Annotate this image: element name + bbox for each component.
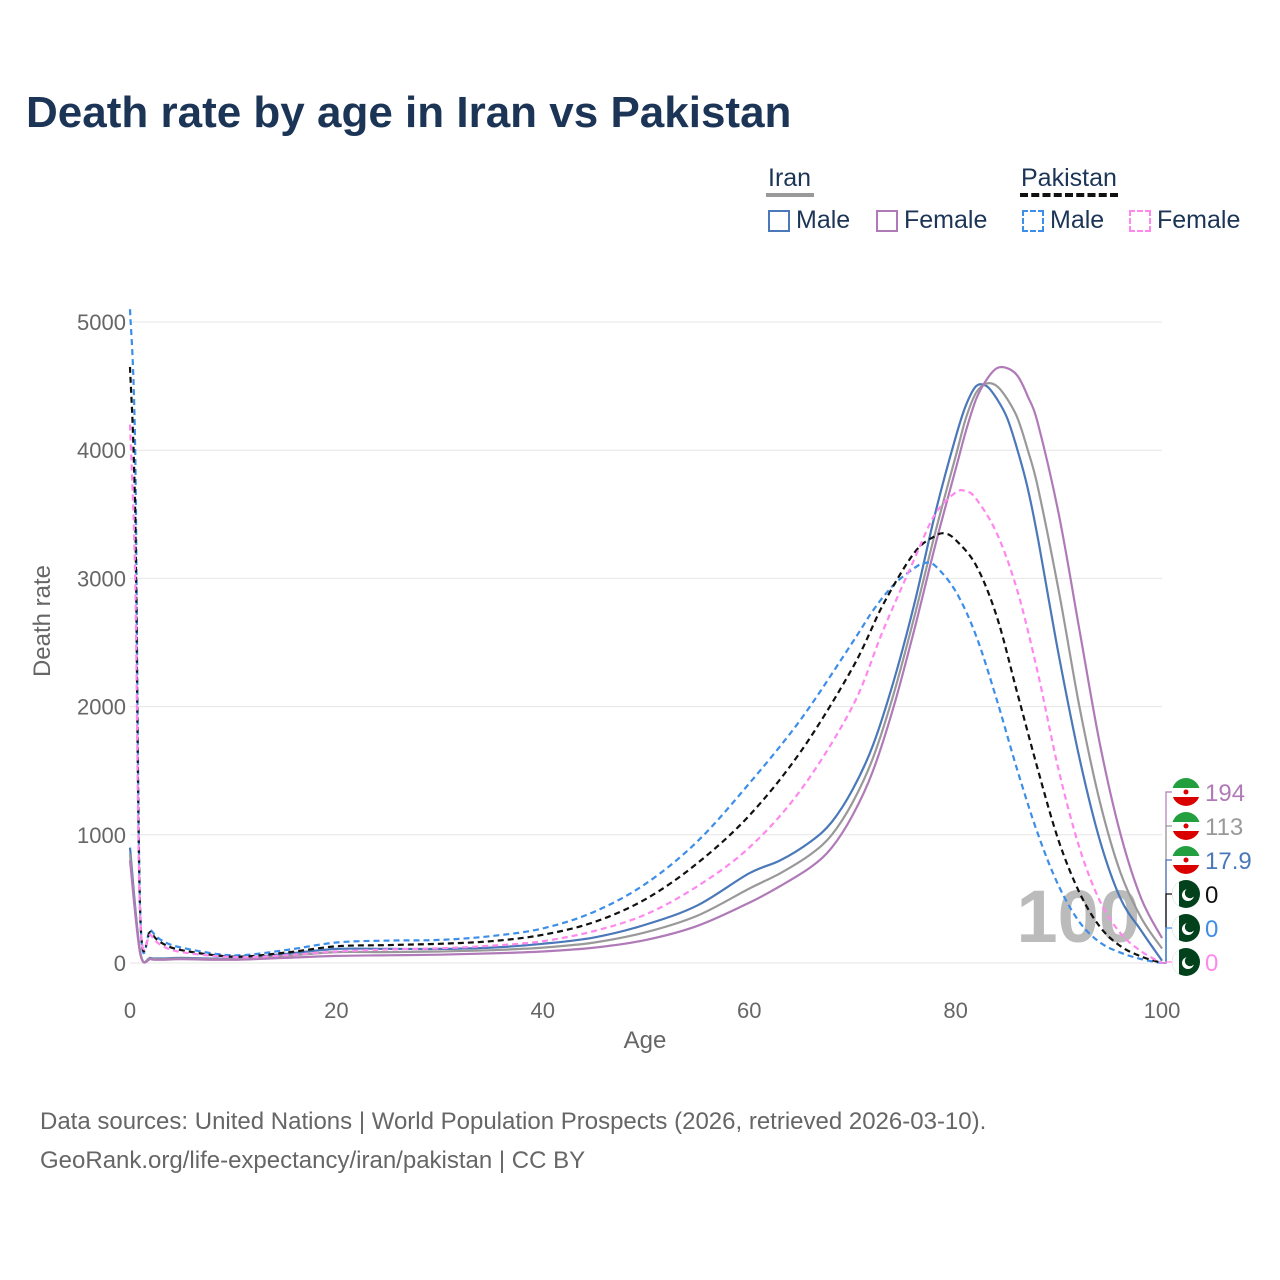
axes: 0 1000 2000 3000 4000 5000 0 20 40 60 80 100 <box>77 310 1180 1023</box>
y-tick-label: 5000 <box>77 310 126 335</box>
legend-label: Male <box>1050 206 1105 234</box>
legend-label: Female <box>904 206 988 234</box>
series-line-iran-male[interactable] <box>128 383 1163 964</box>
y-tick-label: 3000 <box>77 566 126 591</box>
x-tick-label: 100 <box>1144 998 1181 1023</box>
series-lines <box>128 309 1163 965</box>
legend-group-pakistan[interactable]: Pakistan <box>1021 164 1117 192</box>
x-tick-label: 0 <box>124 998 136 1023</box>
line-chart: 0 1000 2000 3000 4000 5000 0 20 40 60 80 100 100 19… <box>29 309 1252 1054</box>
source-line-2[interactable]: GeoRank.org/life-expectancy/iran/pakista… <box>40 1147 586 1174</box>
end-label-value: 0 <box>1205 950 1218 977</box>
y-tick-label: 2000 <box>77 695 126 720</box>
pakistan-flag-icon <box>1172 914 1200 942</box>
legend-swatch-pakistan-female <box>1129 209 1151 232</box>
end-label-value: 0 <box>1205 916 1218 943</box>
x-tick-label: 80 <box>943 998 967 1023</box>
legend-pakistan-line <box>1020 193 1118 197</box>
series-line-iran-female[interactable] <box>128 365 1163 964</box>
end-label-value: 113 <box>1205 814 1243 841</box>
y-axis-label: Death rate <box>29 565 56 677</box>
iran-flag-icon <box>1172 812 1200 840</box>
legend-swatch-iran-male <box>768 209 790 232</box>
x-axis-label: Age <box>624 1027 667 1054</box>
series-line-pakistan-female[interactable] <box>128 424 1163 964</box>
series-line-pakistan-total[interactable] <box>128 366 1163 965</box>
legend-label: Male <box>796 206 851 234</box>
legend-label: Female <box>1157 206 1241 234</box>
legend-swatch-pakistan-male <box>1022 209 1044 232</box>
legend-item-iran-male[interactable]: Male <box>768 206 850 235</box>
series-line-pakistan-male[interactable] <box>128 309 1163 965</box>
grid-lines <box>130 321 1162 964</box>
source-line-1: Data sources: United Nations | World Pop… <box>40 1108 987 1135</box>
legend-swatch-iran-female <box>876 209 898 232</box>
end-label-connector <box>1162 791 1172 964</box>
legend-group-iran[interactable]: Iran <box>768 164 812 192</box>
end-label-value: 0 <box>1205 882 1218 909</box>
x-tick-label: 20 <box>324 998 348 1023</box>
pakistan-flag-icon <box>1172 948 1200 976</box>
end-label-connector <box>1162 961 1172 964</box>
y-tick-label: 0 <box>114 951 126 976</box>
end-label-value: 17.9 <box>1205 848 1252 875</box>
end-labels: 194 113 17.9 0 0 0 <box>1162 778 1252 977</box>
legend-item-iran-female[interactable]: Female <box>876 206 987 235</box>
end-label-connector <box>1162 927 1172 964</box>
x-tick-label: 40 <box>531 998 555 1023</box>
series-line-iran-total[interactable] <box>128 382 1163 964</box>
y-tick-label: 4000 <box>77 438 126 463</box>
end-label-connector <box>1162 859 1172 964</box>
pakistan-flag-icon <box>1172 880 1200 908</box>
x-tick-label: 60 <box>737 998 761 1023</box>
legend-item-pakistan-male[interactable]: Male <box>1022 206 1104 235</box>
chart-title: Death rate by age in Iran vs Pakistan <box>26 88 792 137</box>
legend-item-pakistan-female[interactable]: Female <box>1129 206 1240 235</box>
end-label-value: 194 <box>1205 780 1245 807</box>
legend-iran-line <box>766 193 814 197</box>
iran-flag-icon <box>1172 778 1200 806</box>
iran-flag-icon <box>1172 846 1200 874</box>
y-tick-label: 1000 <box>77 823 126 848</box>
